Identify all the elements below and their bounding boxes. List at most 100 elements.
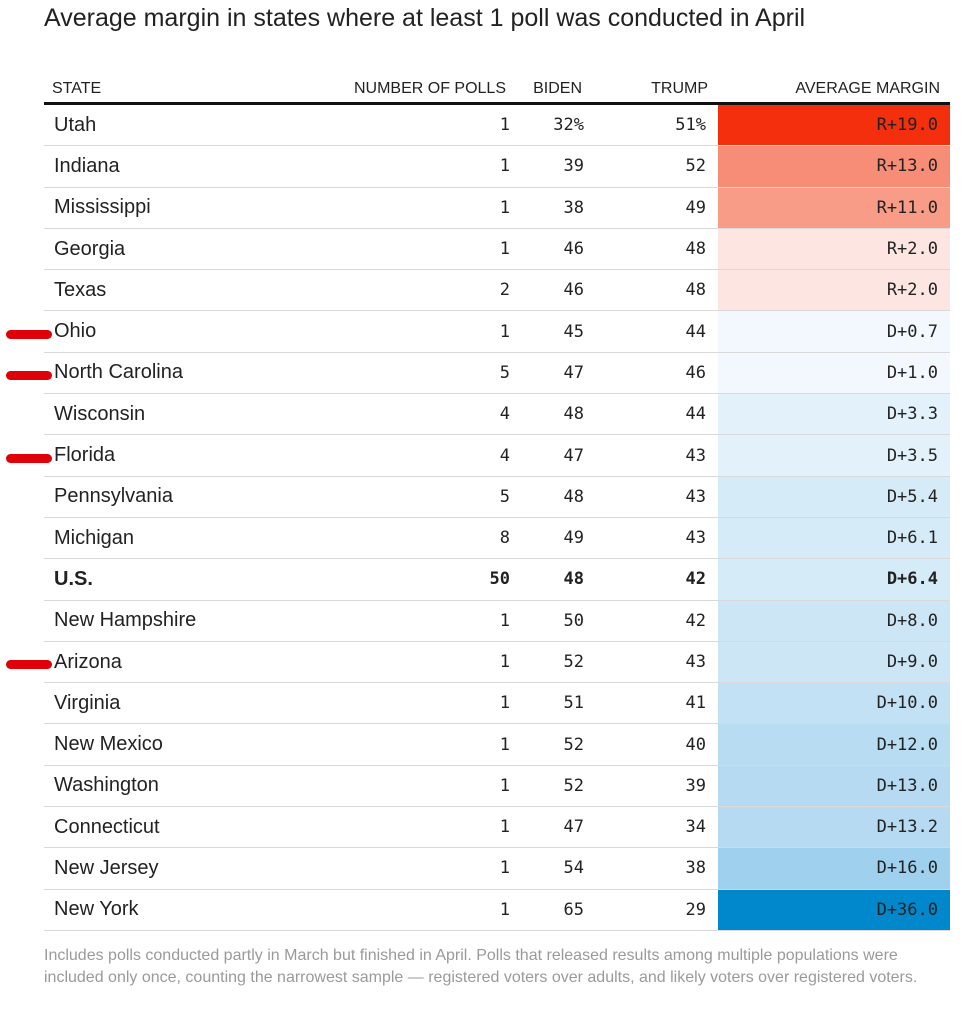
cell-polls: 50 [292,558,516,601]
cell-biden: 38 [516,187,592,229]
cell-margin: R+2.0 [718,228,950,271]
table-header-row: STATE NUMBER OF POLLS BIDEN TRUMP AVERAG… [44,70,950,105]
cell-biden: 32% [516,103,592,147]
column-header-state: STATE [44,70,292,105]
cell-biden: 52 [516,641,592,684]
cell-trump: 34 [592,806,718,849]
cell-biden: 47 [516,434,592,477]
table-body: Utah 1 32% 51% R+19.0 Indiana 1 39 52 R+13.0 Missi… [44,103,950,931]
cell-biden: 49 [516,517,592,560]
cell-margin: D+13.2 [718,806,950,849]
cell-trump: 29 [592,889,718,931]
cell-biden: 48 [516,476,592,518]
cell-biden: 47 [516,352,592,395]
cell-polls: 1 [292,600,516,642]
cell-polls: 4 [292,393,516,436]
table-row: Virginia 1 51 41 D+10.0 [44,682,950,725]
cell-polls: 5 [292,476,516,518]
cell-margin: D+6.4 [718,558,950,601]
cell-trump: 43 [592,434,718,477]
cell-polls: 1 [292,145,516,188]
cell-polls: 2 [292,269,516,312]
cell-margin: R+11.0 [718,187,950,229]
cell-trump: 44 [592,310,718,353]
cell-polls: 1 [292,806,516,849]
red-underline-mark [6,330,52,339]
cell-biden: 51 [516,682,592,725]
table-row: Pennsylvania 5 48 43 D+5.4 [44,476,950,518]
cell-state: Texas [44,269,292,312]
cell-biden: 46 [516,269,592,312]
table-row: North Carolina 5 47 46 D+1.0 [44,352,950,395]
cell-margin: D+0.7 [718,310,950,353]
cell-polls: 1 [292,765,516,808]
cell-trump: 44 [592,393,718,436]
cell-biden: 54 [516,847,592,890]
cell-trump: 40 [592,723,718,766]
chart-title: Average margin in states where at least … [44,4,806,32]
cell-polls: 4 [292,434,516,477]
cell-state: Wisconsin [44,393,292,436]
cell-polls: 1 [292,889,516,931]
cell-margin: D+12.0 [718,723,950,766]
cell-state: Indiana [44,145,292,188]
table-row: Ohio 1 45 44 D+0.7 [44,310,950,353]
table-row: Texas 2 46 48 R+2.0 [44,269,950,312]
table-row: New York 1 65 29 D+36.0 [44,889,950,931]
table-row: Washington 1 52 39 D+13.0 [44,765,950,808]
table-row: Utah 1 32% 51% R+19.0 [44,103,950,147]
cell-state: Washington [44,765,292,808]
cell-biden: 48 [516,558,592,601]
cell-biden: 45 [516,310,592,353]
column-header-trump: TRUMP [592,70,718,105]
cell-margin: D+10.0 [718,682,950,725]
cell-biden: 48 [516,393,592,436]
cell-state: Ohio [44,310,292,353]
cell-polls: 1 [292,103,516,147]
cell-polls: 1 [292,310,516,353]
cell-trump: 43 [592,476,718,518]
cell-trump: 51% [592,103,718,147]
cell-biden: 50 [516,600,592,642]
cell-margin: D+6.1 [718,517,950,560]
cell-trump: 43 [592,641,718,684]
cell-state: Georgia [44,228,292,271]
cell-margin: D+9.0 [718,641,950,684]
cell-trump: 41 [592,682,718,725]
cell-trump: 42 [592,600,718,642]
cell-state: Arizona [44,641,292,684]
cell-trump: 38 [592,847,718,890]
cell-margin: D+8.0 [718,600,950,642]
table-row: Arizona 1 52 43 D+9.0 [44,641,950,684]
cell-margin: R+2.0 [718,269,950,312]
cell-polls: 1 [292,847,516,890]
cell-biden: 39 [516,145,592,188]
cell-state: Mississippi [44,187,292,229]
cell-margin: D+3.3 [718,393,950,436]
cell-state: New Mexico [44,723,292,766]
cell-state: New York [44,889,292,931]
table-row: New Hampshire 1 50 42 D+8.0 [44,600,950,642]
cell-state: Pennsylvania [44,476,292,518]
column-header-polls: NUMBER OF POLLS [292,70,516,105]
table-row: New Jersey 1 54 38 D+16.0 [44,847,950,890]
cell-polls: 5 [292,352,516,395]
cell-trump: 43 [592,517,718,560]
cell-state: New Hampshire [44,600,292,642]
cell-trump: 48 [592,228,718,271]
cell-margin: D+5.4 [718,476,950,518]
cell-trump: 52 [592,145,718,188]
cell-polls: 1 [292,187,516,229]
table-row: Wisconsin 4 48 44 D+3.3 [44,393,950,436]
table-row: U.S. 50 48 42 D+6.4 [44,558,950,601]
footnote: Includes polls conducted partly in March… [44,947,918,986]
cell-polls: 1 [292,682,516,725]
cell-biden: 47 [516,806,592,849]
cell-biden: 52 [516,723,592,766]
cell-trump: 49 [592,187,718,229]
cell-polls: 1 [292,641,516,684]
cell-state: Michigan [44,517,292,560]
cell-state: Florida [44,434,292,477]
red-underline-mark [6,454,52,463]
cell-margin: D+16.0 [718,847,950,890]
